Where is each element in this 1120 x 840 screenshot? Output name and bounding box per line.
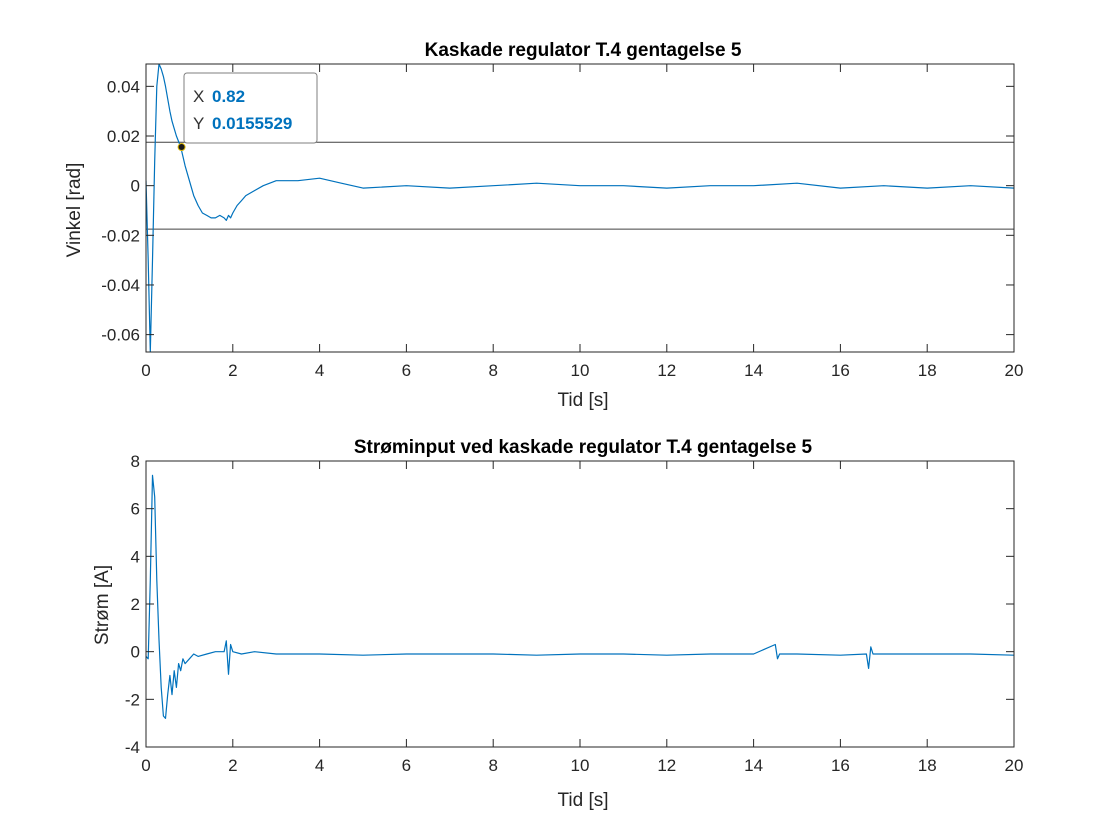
current-y-tick-label: -4 <box>125 738 140 757</box>
current-x-tick-label: 0 <box>141 756 150 775</box>
angle-y-tick-label: -0.02 <box>101 226 140 245</box>
angle-y-tick-label: -0.04 <box>101 276 140 295</box>
angle-y-tick-label: 0.02 <box>107 127 140 146</box>
current-series-line <box>146 474 1014 720</box>
current-x-tick-label: 6 <box>402 756 411 775</box>
angle-x-tick-label: 12 <box>657 361 676 380</box>
current-chart-title: Strøminput ved kaskade regulator T.4 gen… <box>354 437 813 458</box>
angle-x-tick-label: 4 <box>315 361 324 380</box>
datatip-y-label: Y <box>193 114 204 133</box>
angle-y-tick-label: 0.04 <box>107 77 140 96</box>
current-y-tick-label: -2 <box>125 690 140 709</box>
current-y-tick-label: 6 <box>131 500 140 519</box>
angle-x-axis-label: Tid [s] <box>557 390 608 411</box>
angle-x-tick-label: 16 <box>831 361 850 380</box>
angle-x-tick-label: 14 <box>744 361 763 380</box>
angle-x-tick-label: 10 <box>571 361 590 380</box>
current-x-tick-label: 2 <box>228 756 237 775</box>
current-axes-box <box>145 460 1015 748</box>
angle-x-tick-label: 0 <box>141 361 150 380</box>
current-x-tick-label: 18 <box>918 756 937 775</box>
datatip-x-label: X <box>193 87 204 106</box>
current-y-tick-label: 0 <box>131 643 140 662</box>
angle-x-tick-label: 18 <box>918 361 937 380</box>
datatip-x-value: 0.82 <box>212 87 245 106</box>
angle-y-axis-label: Vinkel [rad] <box>64 163 85 258</box>
current-x-axis-label: Tid [s] <box>557 790 608 811</box>
datatip-marker[interactable] <box>177 143 186 152</box>
angle-x-tick-label: 2 <box>228 361 237 380</box>
angle-y-tick-label: -0.06 <box>101 326 140 345</box>
current-y-tick-label: 2 <box>131 595 140 614</box>
current-x-tick-label: 16 <box>831 756 850 775</box>
current-x-tick-label: 20 <box>1005 756 1024 775</box>
angle-axes[interactable]: 0 2 4 6 8 10 12 14 16 18 20 -0.06 -0.04 -0.02 0 0.02 0.0… <box>64 40 1023 411</box>
angle-series-line <box>146 64 1014 352</box>
angle-x-tick-label: 8 <box>488 361 497 380</box>
current-x-tick-label: 10 <box>571 756 590 775</box>
datatip-y-value: 0.0155529 <box>212 114 292 133</box>
current-y-axis-label: Strøm [A] <box>92 565 113 645</box>
current-axes[interactable]: 0 2 4 6 8 10 12 14 16 18 20 -4 -2 0 2 4 6 8 Strøminput ved… <box>92 437 1023 811</box>
datatip-box <box>183 72 318 144</box>
datatip[interactable]: X 0.82 Y 0.0155529 <box>177 72 318 152</box>
angle-x-tick-label: 6 <box>402 361 411 380</box>
current-x-tick-label: 8 <box>488 756 497 775</box>
current-x-tick-label: 14 <box>744 756 763 775</box>
angle-y-tick-label: 0 <box>131 177 140 196</box>
angle-x-tick-label: 20 <box>1005 361 1024 380</box>
current-y-tick-label: 8 <box>131 452 140 471</box>
current-y-tick-label: 4 <box>131 547 140 566</box>
current-x-tick-label: 4 <box>315 756 324 775</box>
current-x-tick-label: 12 <box>657 756 676 775</box>
angle-chart-title: Kaskade regulator T.4 gentagelse 5 <box>425 40 742 61</box>
